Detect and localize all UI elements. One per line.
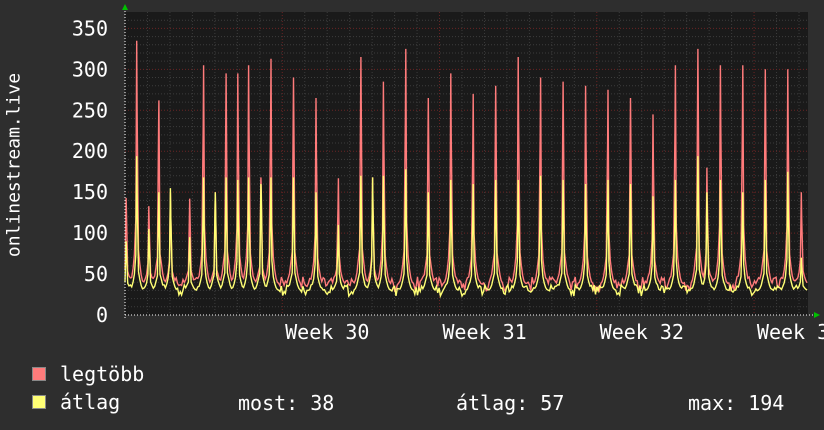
x-tick-label: Week 31	[442, 320, 526, 344]
series-line-avg	[124, 156, 808, 299]
y-tick-label: 100	[72, 221, 108, 245]
y-tick-label: 200	[72, 139, 108, 163]
x-tick-label: Week 33	[757, 320, 824, 344]
y-axis-label: onlinestream.live	[3, 72, 25, 258]
y-tick-label: 300	[72, 57, 108, 81]
x-tick-label: Week 32	[600, 320, 684, 344]
y-axis-label-box: onlinestream.live	[0, 0, 28, 310]
y-tick-label: 50	[84, 262, 108, 286]
y-axis-arrow	[122, 4, 128, 10]
y-tick-label: 150	[72, 180, 108, 204]
x-axis-arrow	[814, 312, 820, 318]
y-tick-label: 0	[96, 303, 108, 327]
y-tick-label: 350	[72, 16, 108, 40]
y-tick-label: 250	[72, 98, 108, 122]
x-tick-label: Week 30	[285, 320, 369, 344]
